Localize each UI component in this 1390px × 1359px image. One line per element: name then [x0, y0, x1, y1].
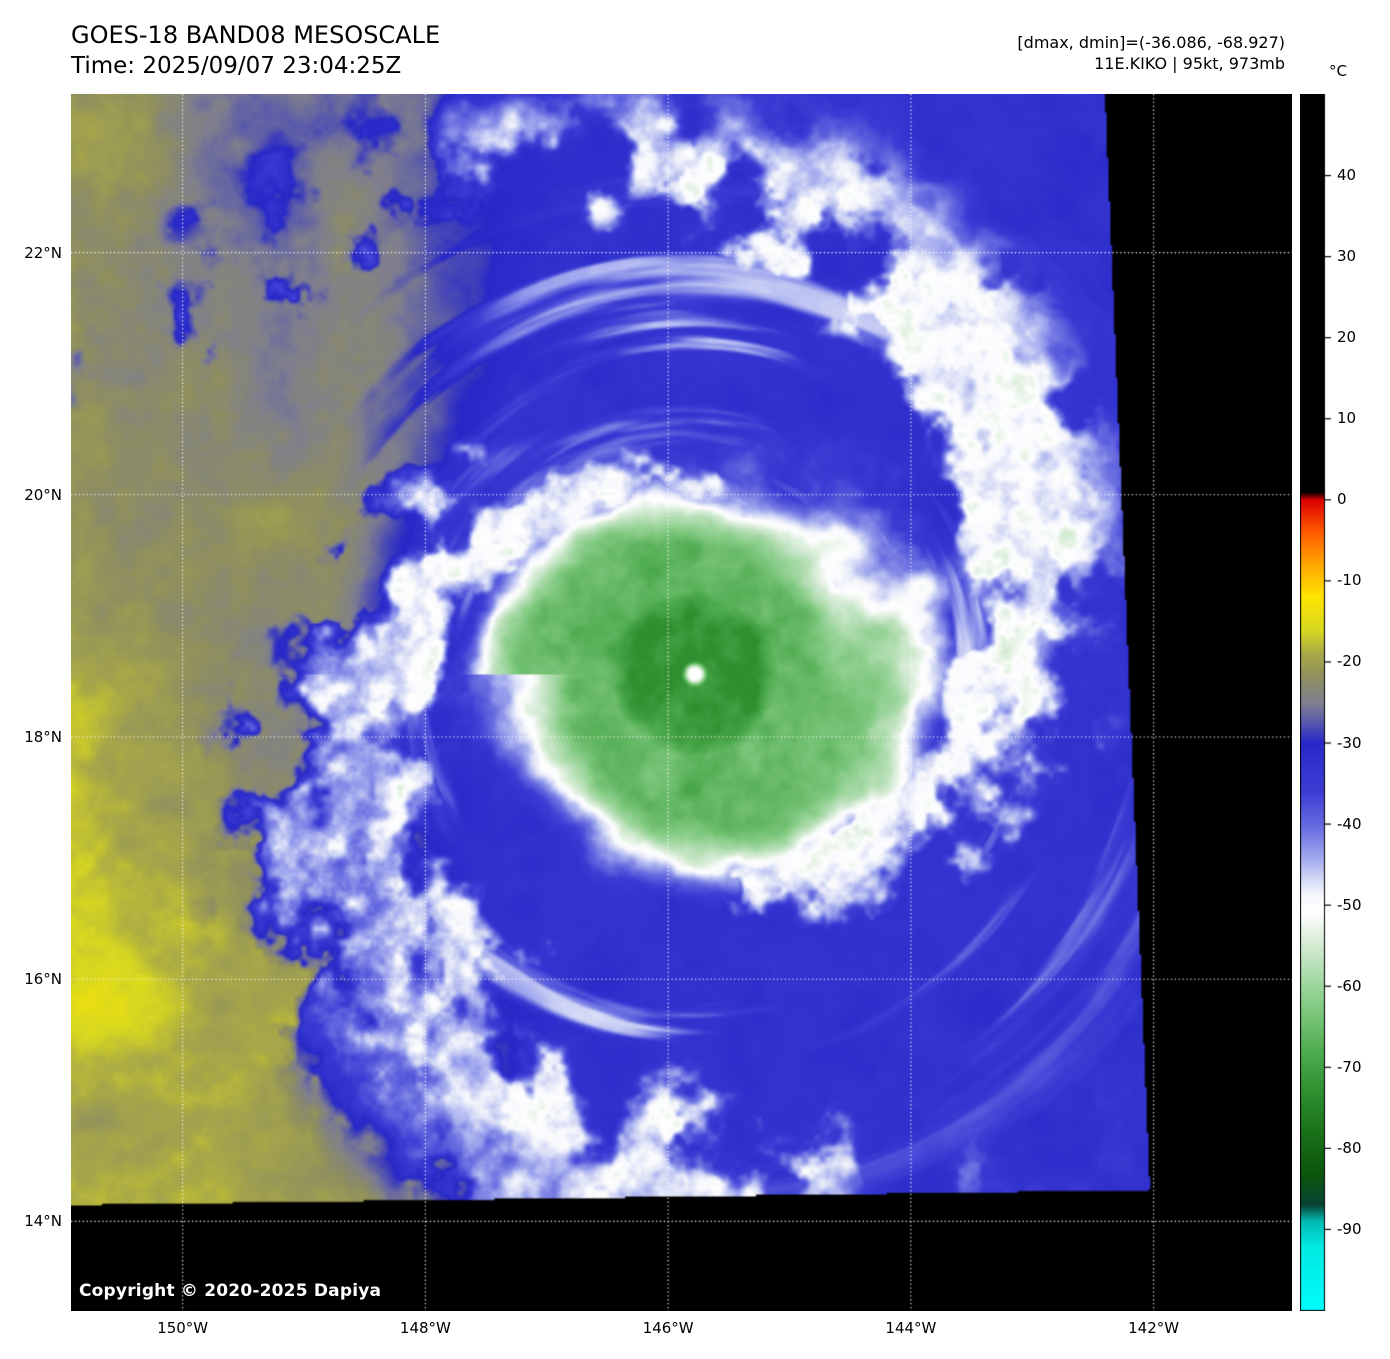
satellite-map-image: [71, 94, 1292, 1311]
title-block: GOES-18 BAND08 MESOSCALE Time: 2025/09/0…: [71, 20, 440, 82]
lon-tick-148: 148°W: [399, 1319, 451, 1337]
colorbar-tick-40: 40: [1337, 166, 1357, 185]
lat-tick-18: 18°N: [24, 728, 62, 746]
lat-tick-22: 22°N: [24, 243, 62, 262]
colorbar-tick--30: -30: [1337, 733, 1362, 752]
colorbar: [1300, 94, 1332, 1311]
product-time: Time: 2025/09/07 23:04:25Z: [71, 53, 402, 79]
lat-tick-16: 16°N: [24, 970, 62, 989]
colorbar-tick-30: 30: [1337, 247, 1357, 266]
lon-tick-150: 150°W: [157, 1319, 209, 1337]
lon-tick-144: 144°W: [885, 1319, 937, 1337]
colorbar-tick--70: -70: [1337, 1057, 1362, 1076]
product-title: GOES-18 BAND08 MESOSCALE: [71, 21, 441, 49]
copyright-watermark: Copyright © 2020-2025 Dapiya: [79, 1281, 382, 1301]
colorbar-tick-0: 0: [1337, 490, 1347, 509]
colorbar-tick--90: -90: [1337, 1219, 1362, 1238]
lat-tick-14: 14°N: [24, 1212, 62, 1231]
colorbar-tick--80: -80: [1337, 1138, 1362, 1157]
colorbar-tick--50: -50: [1337, 895, 1362, 914]
colorbar-tick-10: 10: [1337, 409, 1357, 428]
dmax-dmin-readout: [dmax, dmin]=(-36.086, -68.927): [1017, 33, 1285, 52]
colorbar-tick--40: -40: [1337, 814, 1362, 833]
info-block: [dmax, dmin]=(-36.086, -68.927) 11E.KIKO…: [1017, 32, 1285, 74]
storm-info-readout: 11E.KIKO | 95kt, 973mb: [1094, 54, 1285, 73]
colorbar-tick--20: -20: [1337, 652, 1362, 671]
lon-tick-142: 142°W: [1128, 1319, 1180, 1337]
lat-tick-20: 20°N: [24, 485, 62, 504]
colorbar-tick--10: -10: [1337, 571, 1362, 590]
colorbar-tick-20: 20: [1337, 328, 1357, 347]
colorbar-unit-label: °C: [1329, 62, 1347, 80]
lon-tick-146: 146°W: [642, 1319, 694, 1337]
colorbar-tick--60: -60: [1337, 976, 1362, 995]
